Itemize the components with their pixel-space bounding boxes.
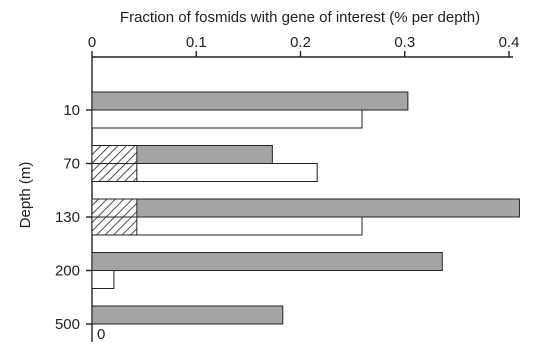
y-tick-label: 70: [63, 156, 80, 173]
bar: [91, 305, 284, 325]
value-annotation: 0: [97, 326, 105, 343]
labels: 0 0.1 0.2 0.3 0.4 10 70 130 200 500 0: [55, 34, 519, 343]
bar-hatched-segment: [91, 145, 138, 164]
bar-hatched-segment: [91, 163, 138, 182]
x-tick-label: 0.4: [499, 34, 520, 51]
x-axis-title: Fraction of fosmids with gene of interes…: [120, 9, 480, 26]
x-tick-label: 0.2: [290, 34, 311, 51]
bars: [91, 91, 520, 325]
x-tick-label: 0.3: [394, 34, 415, 51]
bar: [91, 198, 520, 218]
bar: [91, 109, 363, 129]
x-tick-label: 0.1: [186, 34, 207, 51]
y-axis-title: Depth (m): [17, 162, 34, 229]
bar-hatched-segment: [91, 216, 138, 236]
y-tick-label: 130: [55, 209, 80, 226]
bar: [91, 270, 115, 289]
y-tick-label: 200: [55, 263, 80, 280]
y-tick-label: 500: [55, 316, 80, 333]
bar: [91, 252, 443, 271]
bar: [91, 91, 409, 111]
bar-hatched-segment: [91, 198, 138, 218]
x-tick-label: 0: [88, 34, 96, 51]
y-tick-label: 10: [63, 102, 80, 119]
